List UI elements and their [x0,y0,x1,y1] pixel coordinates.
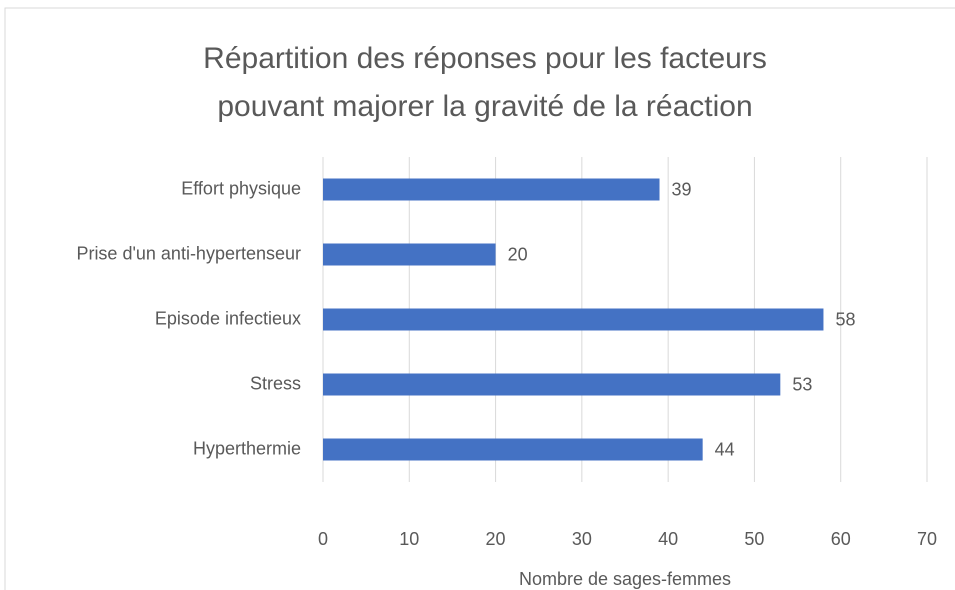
value-label: 39 [672,179,692,199]
value-label: 58 [835,309,855,329]
bar [323,373,781,396]
x-tick-label: 10 [399,529,419,549]
y-tick-label: Effort physique [181,178,301,198]
bar [323,308,824,331]
value-label: 53 [792,374,812,394]
x-tick-label: 70 [917,529,937,549]
bar [323,178,660,201]
bar [323,438,703,461]
x-tick-label: 40 [658,529,678,549]
y-tick-label: Prise d'un anti-hypertenseur [76,243,301,263]
x-tick-label: 50 [744,529,764,549]
chart-frame [4,7,955,590]
y-tick-label: Hyperthermie [193,438,301,458]
value-label: 20 [508,244,528,264]
y-tick-label: Episode infectieux [155,308,301,328]
chart-title: Répartition des réponses pour les facteu… [203,42,767,75]
x-tick-label: 60 [831,529,851,549]
x-axis-label: Nombre de sages-femmes [519,569,731,589]
bar [323,243,496,266]
y-tick-label: Stress [250,373,301,393]
x-tick-label: 0 [318,529,328,549]
chart-title: pouvant majorer la gravité de la réactio… [217,90,752,123]
x-tick-label: 20 [486,529,506,549]
value-label: 44 [715,439,735,459]
x-tick-label: 30 [572,529,592,549]
